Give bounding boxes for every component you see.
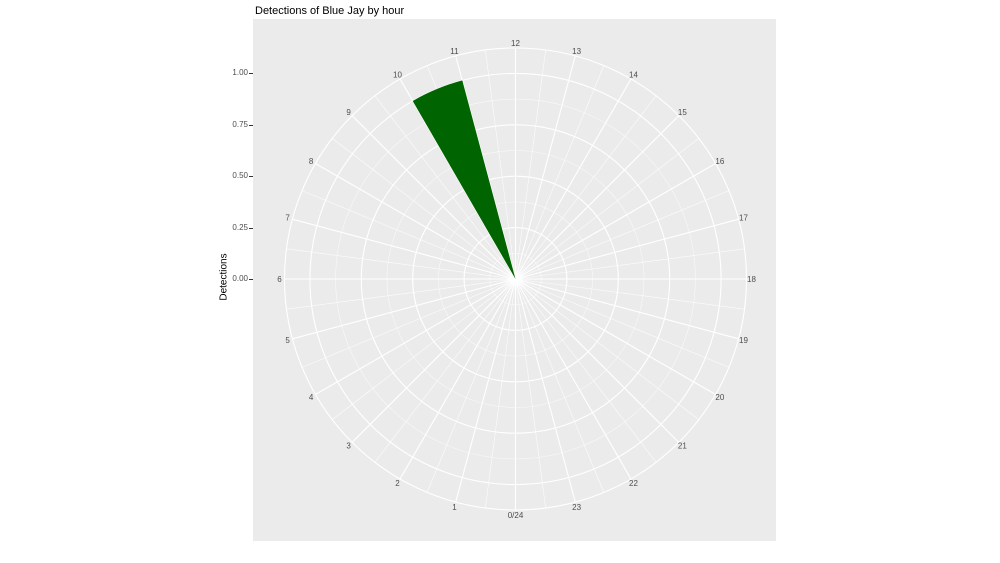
grid-circle-major (412, 175, 619, 383)
grid-circle-major (360, 124, 671, 434)
hour-label-1: 1 (452, 503, 457, 512)
y-tick-mark (249, 279, 253, 280)
grid-spoke-minor (332, 278, 516, 420)
y-tick-label: 1.00 (232, 68, 248, 78)
hour-label-7: 7 (285, 214, 290, 223)
y-tick-label: 0.00 (232, 274, 248, 283)
hour-label-13: 13 (572, 47, 581, 56)
grid-spoke-major (515, 163, 716, 280)
y-tick-mark (249, 227, 253, 229)
grid-spoke-major (292, 218, 516, 280)
y-tick-label: 0.50 (232, 171, 248, 181)
grid-spoke-minor (332, 138, 516, 280)
grid-spoke-minor (515, 190, 730, 280)
grid-spoke-major (515, 115, 680, 280)
hour-label-4: 4 (309, 393, 314, 402)
grid-spoke-major (399, 278, 516, 480)
grid-circle-major (463, 227, 568, 331)
hour-label-14: 14 (629, 70, 638, 79)
hour-label-6: 6 (277, 275, 282, 284)
grid-spoke-major (515, 278, 680, 443)
grid-spoke-major (515, 278, 739, 340)
hour-label-5: 5 (285, 336, 290, 345)
grid-spoke-minor (515, 278, 699, 420)
hour-label-10: 10 (393, 70, 402, 79)
grid-spoke-major (351, 115, 516, 280)
hour-label-20: 20 (715, 393, 724, 402)
grid-spoke-minor (515, 49, 546, 280)
grid-spoke-minor (515, 278, 605, 493)
bar-wedge-hour-10 (412, 80, 516, 279)
grid-spoke-major (515, 218, 739, 280)
hour-label-17: 17 (739, 214, 748, 223)
y-tick-mark (249, 176, 253, 178)
hour-label-15: 15 (678, 108, 687, 117)
hour-label-16: 16 (715, 157, 724, 166)
hour-label-9: 9 (346, 108, 351, 117)
grid-spoke-minor (515, 138, 699, 280)
grid-spoke-major (515, 278, 716, 395)
grid-spoke-minor (301, 278, 516, 368)
grid-spoke-minor (286, 278, 516, 310)
grid-spoke-minor (515, 278, 546, 509)
grid-spoke-minor (515, 248, 745, 280)
grid-spoke-major (455, 278, 517, 503)
plot-panel: 1 2 3 4 5 6 7 8 9 10 11 12 13 14 15 16 17 18 19 20 21 22 23 0/2… (253, 19, 776, 541)
grid-spoke-major (315, 278, 516, 395)
y-tick-label: 0.75 (232, 119, 248, 129)
grid-spoke-major (351, 278, 516, 443)
y-tick-mark (249, 73, 253, 75)
grid-spoke-minor (374, 278, 516, 463)
hour-label-11: 11 (450, 47, 459, 56)
hour-label-12: 12 (511, 39, 520, 48)
chart-title: Detections of Blue Jay by hour (255, 5, 405, 17)
grid-spoke-minor (515, 278, 730, 368)
grid-spoke-minor (515, 278, 657, 463)
grid-spoke-major (315, 163, 516, 280)
grid-spoke-minor (515, 65, 605, 280)
grid-spoke-major (514, 278, 576, 503)
grid-spoke-minor (485, 49, 516, 280)
y-tick-label: 0.25 (232, 222, 248, 232)
hour-label-2: 2 (395, 479, 400, 488)
grid-spoke-minor (286, 248, 516, 280)
grid-spoke-minor (426, 278, 516, 493)
grid-spoke-major (514, 55, 576, 280)
hour-label-8: 8 (309, 157, 314, 166)
hour-label-3: 3 (346, 442, 351, 451)
y-tick-mark (249, 124, 253, 126)
hour-label-18: 18 (747, 275, 756, 284)
grid-spoke-minor (515, 278, 745, 310)
grid-spoke-minor (515, 95, 657, 280)
hour-label-19: 19 (739, 336, 748, 345)
hour-label-21: 21 (678, 442, 687, 451)
grid-circle-outer (283, 47, 748, 511)
grid-spoke-major (292, 278, 516, 340)
hour-label-0-24: 0/24 (508, 511, 524, 520)
hour-label-23: 23 (572, 503, 581, 512)
hour-label-22: 22 (629, 479, 638, 488)
grid-spoke-major (515, 278, 632, 480)
grid-spoke-minor (301, 190, 516, 280)
grid-spoke-minor (374, 95, 516, 280)
grid-spoke-major (515, 78, 632, 280)
grid-spoke-minor (485, 278, 516, 509)
grid-circle-major (309, 72, 722, 486)
polar-chart-svg: 12345678910111213141516171819202122230/2… (277, 39, 756, 520)
